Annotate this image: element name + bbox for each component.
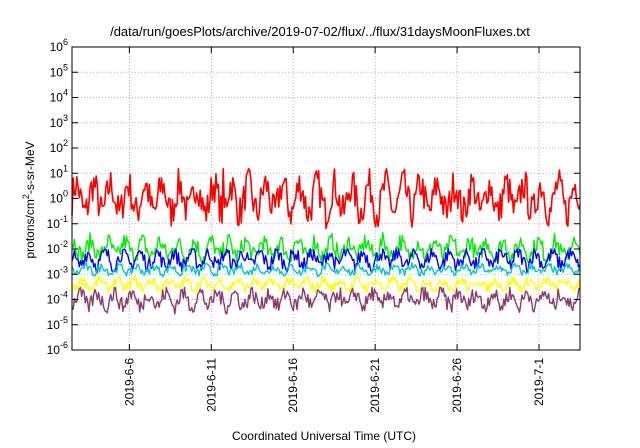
y-tick-label: 10-3 bbox=[47, 264, 68, 281]
x-tick-label: 2019-6-16 bbox=[286, 358, 300, 413]
y-tick-label: 103 bbox=[50, 113, 68, 130]
series-line bbox=[71, 262, 581, 278]
y-tick-label: 101 bbox=[50, 163, 68, 180]
y-axis-label-sup: 2 bbox=[21, 194, 31, 199]
y-tick-label: 105 bbox=[50, 62, 68, 79]
x-tick-label: 2019-6-26 bbox=[450, 358, 464, 413]
y-axis-label-part-1: protons/cm bbox=[23, 199, 37, 258]
series-line bbox=[71, 231, 581, 263]
y-tick-label: 10-5 bbox=[47, 315, 68, 332]
x-tick-label: 2019-6-6 bbox=[122, 358, 136, 406]
series-layer bbox=[71, 168, 581, 315]
y-axis: 10-6 10-5 10-4 10-3 10-2 10-1 100 101 102 103 104 1… bbox=[47, 37, 580, 357]
y-tick-label: 100 bbox=[50, 189, 68, 206]
y-tick-label: 10-6 bbox=[47, 340, 68, 357]
series-line bbox=[71, 168, 581, 230]
y-tick-label: 10-1 bbox=[47, 214, 68, 231]
chart-title: /data/run/goesPlots/archive/2019-07-02/f… bbox=[110, 24, 530, 39]
y-axis-label: protons/cm2-s-sr-MeV bbox=[21, 141, 37, 258]
y-axis-label-part-2: -s-sr-MeV bbox=[23, 141, 37, 194]
y-tick-label: 104 bbox=[50, 88, 68, 105]
series-line bbox=[71, 286, 581, 315]
x-tick-label: 2019-6-21 bbox=[368, 358, 382, 413]
x-tick-label: 2019-6-11 bbox=[204, 358, 218, 412]
y-tick-label: 10-2 bbox=[47, 239, 68, 256]
series-line bbox=[71, 275, 581, 293]
y-tick-label: 102 bbox=[50, 138, 68, 155]
x-tick-label: 2019-7-1 bbox=[532, 358, 546, 406]
y-tick-label: 106 bbox=[50, 37, 68, 54]
x-axis: 2019-6-6 2019-6-11 2019-6-16 2019-6-21 2019-… bbox=[122, 47, 546, 413]
y-tick-label: 10-4 bbox=[47, 290, 68, 307]
x-axis-label: Coordinated Universal Time (UTC) bbox=[232, 429, 416, 443]
